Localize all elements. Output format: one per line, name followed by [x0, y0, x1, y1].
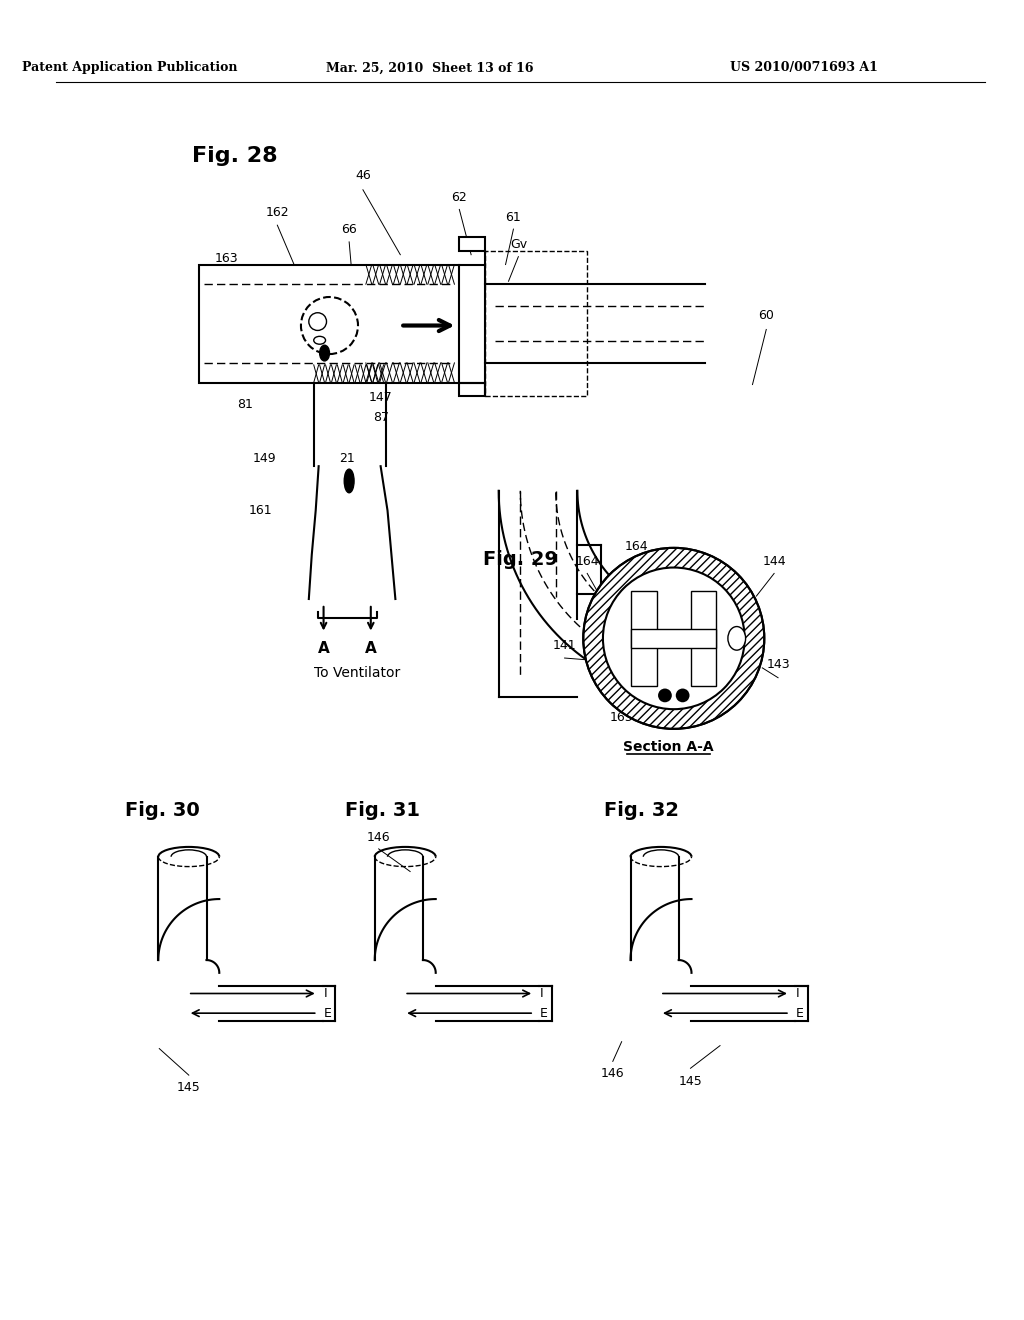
- Text: 66: 66: [341, 223, 357, 235]
- Bar: [690, 591, 716, 685]
- Text: A: A: [365, 640, 377, 656]
- Text: Fig. 32: Fig. 32: [604, 801, 679, 820]
- Circle shape: [584, 548, 764, 729]
- Text: 162: 162: [265, 206, 289, 219]
- Text: E: E: [796, 1007, 804, 1019]
- Text: 165: 165: [609, 710, 634, 723]
- Text: I: I: [796, 987, 800, 1001]
- Text: 145: 145: [177, 1081, 201, 1094]
- Text: 146: 146: [367, 830, 390, 843]
- Ellipse shape: [319, 346, 330, 360]
- Text: 163: 163: [214, 252, 238, 265]
- Text: US 2010/0071693 A1: US 2010/0071693 A1: [730, 61, 878, 74]
- Ellipse shape: [344, 469, 354, 492]
- Bar: [632, 628, 716, 648]
- Text: 46: 46: [355, 169, 371, 182]
- Text: Section A-A: Section A-A: [623, 739, 713, 754]
- Text: Fig. 31: Fig. 31: [345, 801, 420, 820]
- Text: 62: 62: [452, 191, 467, 205]
- Text: 144: 144: [762, 556, 786, 568]
- Text: 149: 149: [253, 451, 276, 465]
- Text: 60: 60: [759, 309, 774, 322]
- Text: I: I: [324, 987, 328, 1001]
- Text: 146: 146: [601, 1067, 625, 1080]
- Text: E: E: [540, 1007, 548, 1019]
- Text: Mar. 25, 2010  Sheet 13 of 16: Mar. 25, 2010 Sheet 13 of 16: [326, 61, 534, 74]
- Text: 87: 87: [373, 411, 389, 424]
- Bar: [460, 238, 485, 251]
- Text: Fig. 28: Fig. 28: [193, 147, 278, 166]
- Circle shape: [603, 568, 744, 709]
- Text: 161: 161: [249, 504, 272, 517]
- Bar: [485, 251, 587, 396]
- Text: To Ventilator: To Ventilator: [313, 665, 400, 680]
- Text: Patent Application Publication: Patent Application Publication: [23, 61, 238, 74]
- Text: 61: 61: [506, 211, 521, 224]
- Ellipse shape: [728, 627, 745, 651]
- Text: 145: 145: [679, 1074, 702, 1088]
- Text: Fig. 29: Fig. 29: [483, 550, 558, 569]
- Text: I: I: [540, 987, 544, 1001]
- Text: 147: 147: [369, 391, 392, 404]
- Text: Gv: Gv: [510, 239, 527, 251]
- Text: 164: 164: [575, 556, 599, 568]
- Ellipse shape: [301, 297, 358, 354]
- Circle shape: [658, 689, 672, 702]
- Bar: [632, 591, 657, 685]
- Text: A: A: [317, 640, 330, 656]
- Text: 21: 21: [339, 451, 355, 465]
- Text: 143: 143: [766, 659, 790, 672]
- Text: 164: 164: [625, 540, 648, 553]
- Text: 81: 81: [237, 397, 253, 411]
- Text: 160: 160: [656, 718, 680, 730]
- Text: Fig. 30: Fig. 30: [125, 801, 200, 820]
- Text: 141: 141: [553, 639, 577, 652]
- Circle shape: [676, 689, 689, 702]
- Bar: [199, 264, 460, 383]
- Text: E: E: [324, 1007, 332, 1019]
- Bar: [460, 383, 485, 396]
